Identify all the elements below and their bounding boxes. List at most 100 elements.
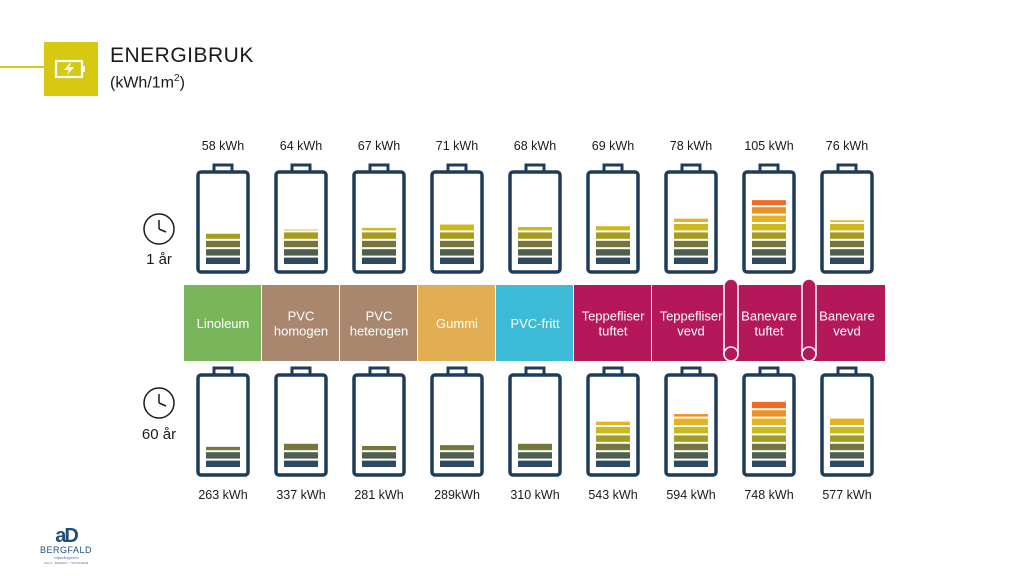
battery-body	[430, 170, 484, 274]
value-label-linoleum-1-ar: 58 kWh	[202, 139, 244, 153]
battery-teppefliser-vevd-1-ar	[664, 163, 718, 274]
header-accent-line	[0, 66, 44, 68]
battery-body	[820, 373, 874, 477]
value-label-banevare-vevd-60-ar: 577 kWh	[822, 488, 871, 502]
value-label-pvc-homogen-60-ar: 337 kWh	[276, 488, 325, 502]
category-label-linoleum-1: Linoleum	[197, 316, 250, 331]
battery-level-segment	[830, 249, 864, 256]
battery-level-segment	[752, 249, 786, 256]
value-label-banevare-vevd-1-ar: 76 kWh	[826, 139, 868, 153]
logo-mark: aD	[55, 525, 79, 547]
clock-icon-60-ar	[143, 387, 175, 419]
battery-level-segment	[674, 232, 708, 239]
battery-pvc-heterogen-60-ar	[352, 366, 406, 477]
value-label-linoleum-60-ar: 263 kWh	[198, 488, 247, 502]
battery-body	[274, 170, 328, 274]
carpet-roll-end	[723, 346, 739, 362]
battery-level-segment	[674, 257, 708, 264]
battery-level-segment	[596, 421, 630, 425]
battery-body	[508, 373, 562, 477]
battery-body	[508, 170, 562, 274]
row-label-60-ar: 60 år	[142, 426, 176, 443]
page-title: ENERGIBRUK	[110, 44, 254, 67]
battery-level-segment	[284, 232, 318, 239]
battery-level-segment	[284, 240, 318, 248]
battery-level-segment	[830, 232, 864, 239]
category-band-banevare-vevd	[808, 285, 885, 361]
battery-body	[742, 170, 796, 274]
battery-level-segment	[206, 257, 240, 264]
battery-level-segment	[752, 224, 786, 231]
battery-level-segment	[362, 257, 396, 264]
value-label-banevare-tuftet-1-ar: 105 kWh	[744, 139, 793, 153]
clock-hand-hour	[158, 402, 167, 407]
value-label-banevare-tuftet-60-ar: 748 kWh	[744, 488, 793, 502]
battery-level-segment	[596, 452, 630, 459]
battery-level-segment	[674, 460, 708, 467]
battery-level-segment	[206, 460, 240, 467]
battery-level-segment	[752, 240, 786, 248]
battery-body	[430, 373, 484, 477]
value-label-teppefliser-vevd-60-ar: 594 kWh	[666, 488, 715, 502]
battery-level-segment	[518, 249, 552, 256]
battery-level-segment	[440, 224, 474, 231]
battery-body	[664, 170, 718, 274]
category-label-pvc-heterogen-2: heterogen	[350, 324, 409, 339]
battery-level-segment	[674, 224, 708, 231]
battery-level-segment	[674, 452, 708, 459]
value-label-pvc-homogen-1-ar: 64 kWh	[280, 139, 322, 153]
battery-level-segment	[752, 443, 786, 451]
battery-level-segment	[206, 452, 240, 459]
battery-level-segment	[440, 257, 474, 264]
battery-level-segment	[362, 240, 396, 248]
battery-level-segment	[596, 232, 630, 239]
battery-level-segment	[518, 227, 552, 231]
category-band-pvc-fritt	[496, 285, 573, 361]
battery-level-segment	[674, 435, 708, 442]
battery-level-segment	[440, 445, 474, 451]
battery-linoleum-1-ar	[196, 163, 250, 274]
battery-level-segment	[518, 460, 552, 467]
value-label-pvc-fritt-60-ar: 310 kWh	[510, 488, 559, 502]
value-label-teppefliser-tuftet-60-ar: 543 kWh	[588, 488, 637, 502]
battery-level-segment	[440, 232, 474, 239]
battery-level-segment	[752, 207, 786, 214]
battery-level-segment	[362, 446, 396, 451]
battery-level-segment	[830, 220, 864, 222]
battery-level-segment	[830, 240, 864, 248]
battery-level-segment	[674, 240, 708, 248]
battery-level-segment	[830, 443, 864, 451]
battery-body	[352, 170, 406, 274]
battery-teppefliser-tuftet-1-ar	[586, 163, 640, 274]
battery-body	[352, 373, 406, 477]
battery-level-segment	[518, 443, 552, 451]
category-band-banevare-tuftet	[730, 285, 807, 361]
battery-level-segment	[206, 240, 240, 248]
battery-level-segment	[752, 435, 786, 442]
battery-level-segment	[596, 240, 630, 248]
category-label-teppefliser-vevd-1: Teppefliser	[660, 309, 724, 324]
battery-level-segment	[596, 443, 630, 451]
battery-body	[820, 170, 874, 274]
battery-teppefliser-tuftet-60-ar	[586, 366, 640, 477]
battery-level-segment	[518, 452, 552, 459]
carpet-roll-end	[801, 346, 817, 362]
battery-level-segment	[284, 257, 318, 264]
battery-level-segment	[518, 240, 552, 248]
battery-pvc-homogen-60-ar	[274, 366, 328, 477]
battery-level-segment	[752, 418, 786, 425]
category-band-teppefliser-vevd	[652, 285, 729, 361]
battery-level-segment	[284, 229, 318, 231]
battery-gummi-1-ar	[430, 163, 484, 274]
logo-name: BERGFALD	[39, 545, 92, 555]
category-label-banevare-tuftet-1: Banevare	[741, 309, 797, 324]
carpet-roll-2	[801, 278, 817, 362]
battery-level-segment	[596, 427, 630, 434]
battery-level-segment	[440, 460, 474, 467]
value-label-gummi-60-ar: 289kWh	[434, 488, 480, 502]
battery-level-segment	[674, 249, 708, 256]
category-label-banevare-vevd-2: vevd	[833, 324, 860, 339]
battery-level-segment	[362, 460, 396, 467]
battery-level-segment	[440, 249, 474, 256]
